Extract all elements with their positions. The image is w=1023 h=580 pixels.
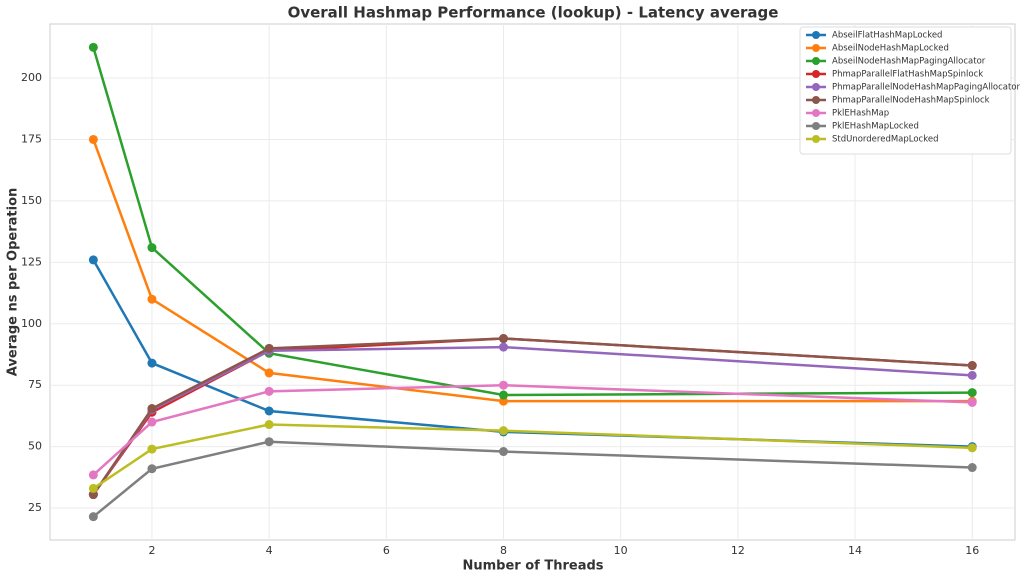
data-point — [88, 470, 98, 480]
data-point — [967, 443, 977, 453]
data-point — [147, 294, 157, 304]
data-point — [498, 334, 508, 344]
data-point — [967, 361, 977, 371]
data-point — [967, 370, 977, 380]
data-point — [147, 358, 157, 368]
y-tick-label: 100 — [21, 317, 42, 330]
data-point — [147, 404, 157, 414]
legend-marker — [812, 70, 820, 78]
legend-label: PklEHashMapLocked — [832, 122, 919, 132]
data-point — [88, 42, 98, 52]
chart-title: Overall Hashmap Performance (lookup) - L… — [288, 4, 779, 22]
legend-marker — [812, 135, 820, 143]
x-axis-label: Number of Threads — [462, 559, 603, 574]
data-point — [498, 390, 508, 400]
data-point — [498, 426, 508, 436]
data-point — [147, 243, 157, 253]
data-point — [147, 464, 157, 474]
legend-label: PhmapParallelNodeHashMapSpinlock — [832, 96, 990, 106]
x-tick-label: 6 — [383, 544, 390, 557]
legend-marker — [812, 122, 820, 130]
x-tick-label: 4 — [266, 544, 273, 557]
y-axis-label: Average ns per Operation — [6, 188, 21, 377]
data-point — [264, 368, 274, 378]
x-tick-label: 16 — [965, 544, 979, 557]
data-point — [967, 388, 977, 398]
legend-label: AbseilNodeHashMapPagingAllocator — [832, 57, 986, 67]
legend-label: StdUnorderedMapLocked — [832, 135, 938, 145]
y-tick-label: 200 — [21, 71, 42, 84]
legend-label: PhmapParallelFlatHashMapSpinlock — [832, 70, 983, 80]
legend-marker — [812, 31, 820, 39]
data-point — [264, 386, 274, 396]
legend-label: AbseilFlatHashMapLocked — [832, 31, 942, 41]
data-point — [967, 463, 977, 473]
legend-marker — [812, 57, 820, 65]
legend-marker — [812, 83, 820, 91]
data-point — [264, 437, 274, 447]
x-tick-label: 12 — [731, 544, 745, 557]
x-tick-label: 14 — [848, 544, 862, 557]
legend: AbseilFlatHashMapLocked AbseilNodeHashMap… — [799, 26, 1021, 155]
data-point — [264, 343, 274, 353]
y-tick-label: 50 — [28, 440, 42, 453]
data-point — [88, 483, 98, 493]
data-point — [264, 406, 274, 416]
legend-label: PklEHashMap — [832, 109, 889, 119]
y-tick-label: 150 — [21, 194, 42, 207]
data-point — [88, 134, 98, 144]
y-tick-label: 125 — [21, 255, 42, 268]
data-point — [498, 447, 508, 457]
y-tick-label: 175 — [21, 132, 42, 145]
legend-marker — [812, 96, 820, 104]
x-tick-label: 2 — [148, 544, 155, 557]
x-tick-label: 8 — [500, 544, 507, 557]
data-point — [264, 420, 274, 430]
x-tick-label: 10 — [614, 544, 628, 557]
data-point — [498, 342, 508, 352]
legend-label: AbseilNodeHashMapLocked — [832, 44, 949, 54]
legend-marker — [812, 109, 820, 117]
data-point — [147, 417, 157, 427]
data-point — [147, 444, 157, 454]
legend-marker — [812, 44, 820, 52]
data-point — [498, 380, 508, 390]
legend-box — [799, 26, 1012, 155]
data-point — [967, 397, 977, 407]
legend-label: PhmapParallelNodeHashMapPagingAllocator — [832, 83, 1021, 93]
data-point — [88, 255, 98, 265]
data-point — [88, 512, 98, 522]
y-tick-label: 25 — [28, 501, 42, 514]
y-tick-label: 75 — [28, 378, 42, 391]
